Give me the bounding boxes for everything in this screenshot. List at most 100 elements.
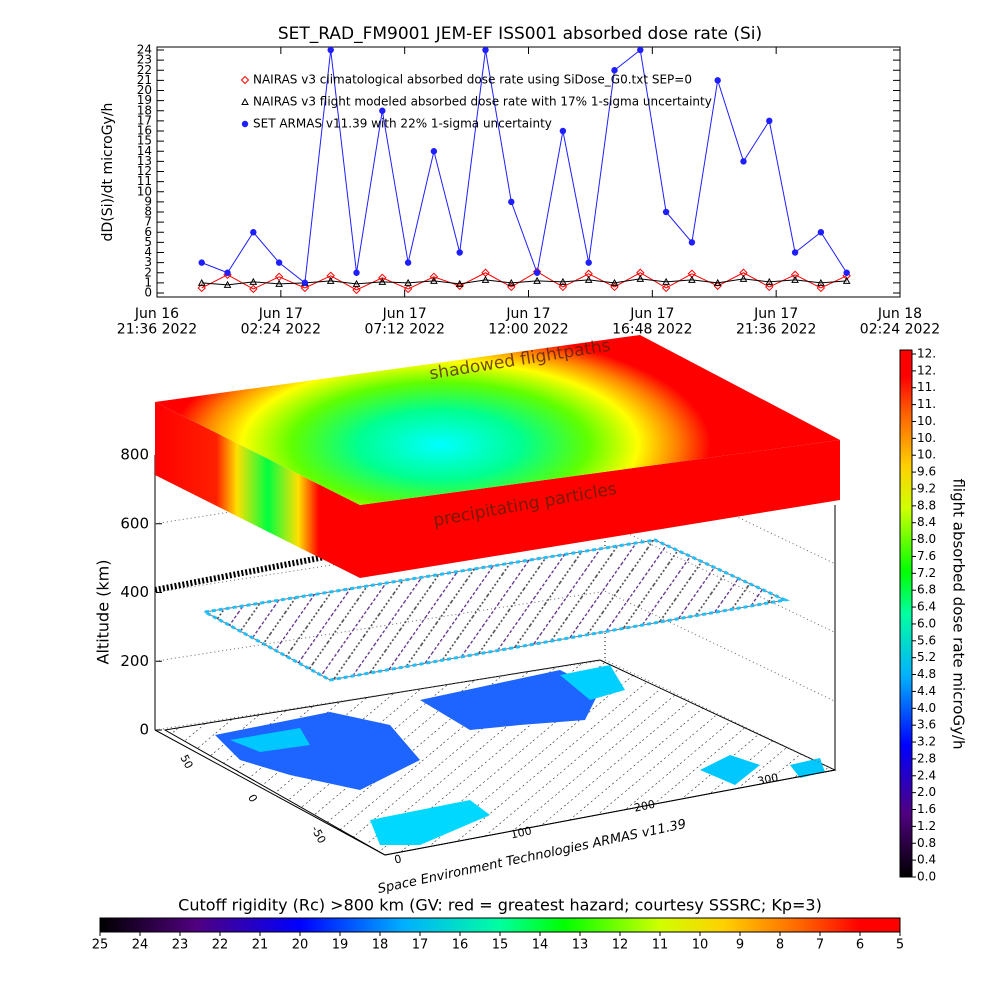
map-plane	[163, 659, 837, 856]
point	[429, 272, 439, 282]
y-tick-label: 6	[144, 225, 152, 239]
point	[713, 278, 722, 286]
point	[843, 269, 850, 276]
point	[378, 277, 387, 285]
colorbar-tick-label: 4.4	[917, 684, 936, 698]
legend-label: NAIRAS v3 flight modeled absorbed dose r…	[253, 95, 712, 109]
colorbar-tick-label: 21	[252, 938, 269, 953]
map-tracks	[165, 660, 835, 855]
point	[714, 77, 721, 84]
point	[765, 282, 774, 292]
grid-line	[604, 522, 836, 633]
colorbar-tick-label: 11.	[917, 380, 936, 394]
colorbar-tick-label: 7.6	[917, 549, 936, 563]
colorbar-tick-label: 14	[532, 938, 549, 953]
land	[215, 712, 420, 790]
colorbar-tick-label: 4.0	[917, 701, 936, 715]
series-line	[201, 271, 847, 291]
y-tick-label: 4	[144, 245, 152, 259]
z-axis-label: Altitude (km)	[94, 560, 113, 665]
colorbar-tick-label: 2.8	[917, 751, 936, 765]
colorbar-tick-label: 9.6	[917, 465, 936, 479]
y-tick-label: 19	[137, 93, 152, 107]
point	[198, 259, 205, 266]
colorbar-tick-label: 1.6	[917, 802, 936, 816]
y-tick-label: 23	[137, 53, 152, 67]
y-tick-label: 3	[144, 255, 152, 269]
colorbar-tick-label: 0.8	[917, 836, 936, 850]
plot-area: Jun 16 21:36 2022 Jun 17 02:24 2022 Jun 17 07…	[117, 43, 940, 338]
colorbar-tick-label: 4.8	[917, 667, 936, 681]
grid-line	[604, 453, 836, 565]
y-axis-label: dD(Si)/dt microGy/h	[100, 103, 116, 242]
point	[379, 107, 386, 114]
point	[275, 279, 283, 287]
point	[455, 279, 464, 287]
point	[430, 276, 438, 284]
point	[352, 285, 361, 295]
colorbars: flight absorbed dose rate microGy/h 0.0 0.…	[92, 347, 968, 953]
colorbar-tick-label: 20	[292, 938, 309, 953]
y-tick-label: 10	[137, 184, 152, 198]
point	[326, 271, 335, 280]
point	[558, 282, 568, 292]
grid-line	[604, 659, 836, 771]
legend-label: SET ARMAS v11.39 with 22% 1-sigma uncert…	[253, 117, 552, 131]
colorbar-tick-label: 19	[332, 938, 349, 953]
colorbar-tick-label: 7	[816, 938, 824, 953]
point	[662, 208, 670, 216]
lat-axis	[154, 729, 386, 856]
colorbar-tick-label: 5.2	[917, 650, 936, 664]
chart-title: SET_RAD_FM9001 JEM-EF ISS001 absorbed do…	[278, 24, 762, 44]
lon-tick-label: 100	[510, 824, 533, 841]
colorbar-tick-label: 9.2	[917, 481, 936, 495]
point	[817, 278, 825, 286]
hazard-slab	[155, 335, 840, 578]
slab-top	[155, 335, 840, 505]
point	[533, 276, 541, 284]
orbit-edge	[204, 538, 790, 682]
colorbar-label: flight absorbed dose rate microGy/h	[950, 478, 968, 749]
point	[739, 274, 748, 282]
point	[223, 280, 232, 288]
point	[327, 47, 334, 54]
lat-tick-label: 50	[177, 753, 195, 771]
point	[817, 229, 825, 236]
point	[765, 277, 774, 285]
colorbar-tick-label: 12	[612, 938, 629, 953]
point	[559, 277, 567, 285]
point	[688, 239, 696, 246]
z-tick-label: 600	[120, 514, 149, 532]
colorbar-tick-label: 22	[212, 938, 229, 953]
point	[661, 283, 671, 293]
colorbar-tick-label: 2.4	[917, 768, 936, 782]
colorbar	[899, 349, 913, 878]
legend-marker	[241, 97, 249, 105]
y-tick-label: 1	[144, 275, 152, 289]
point	[533, 269, 541, 276]
plot-data	[197, 47, 851, 295]
point	[611, 67, 618, 74]
point	[637, 47, 644, 54]
colorbar-tick-label: 10.	[917, 448, 936, 462]
legend-marker	[240, 75, 250, 85]
colorbar-tick-label: 11.	[917, 397, 936, 411]
point	[584, 275, 593, 283]
legend-label: NAIRAS v3 climatological absorbed dose r…	[253, 73, 692, 87]
colorbar	[99, 917, 901, 933]
colorbar-tick-label: 13	[572, 938, 589, 953]
colorbar-tick-label: 5.6	[917, 633, 936, 647]
y-tick-label: 17	[137, 113, 152, 127]
y-tick-label: 12	[137, 164, 152, 178]
x-tick-label: Jun 17 07:12 2022	[364, 306, 444, 337]
orbit-strip	[154, 552, 336, 593]
y-tick-label: 7	[144, 215, 152, 229]
colorbar-tick-label: 0.4	[917, 853, 936, 867]
y-tick-label: 20	[137, 83, 152, 97]
point	[352, 279, 361, 287]
colorbar-tick-label: 25	[92, 938, 109, 953]
point	[791, 249, 799, 256]
point	[842, 276, 851, 284]
